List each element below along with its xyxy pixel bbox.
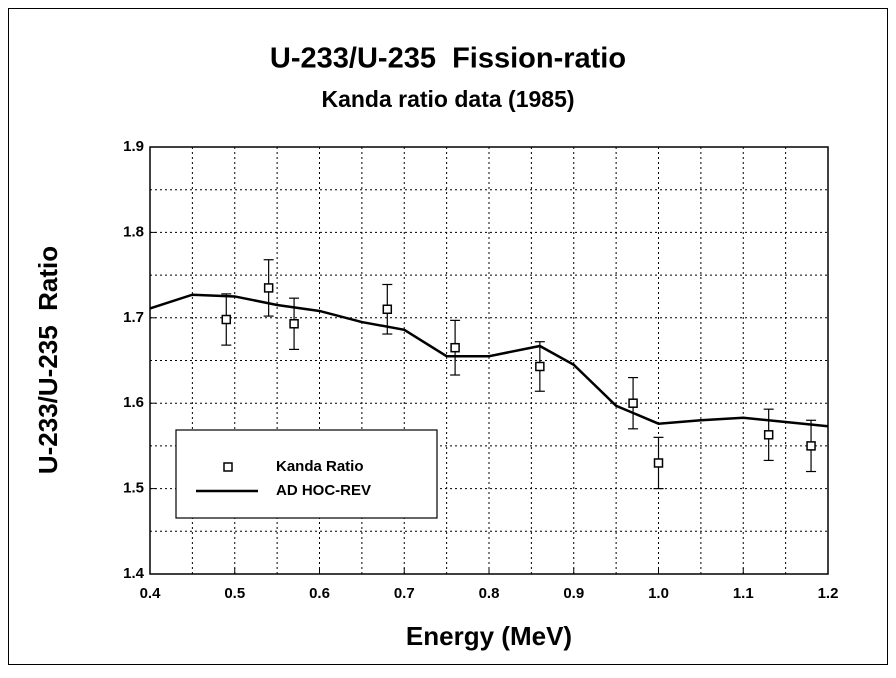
data-point — [763, 430, 774, 440]
x-tick-label: 0.9 — [563, 585, 584, 602]
data-point — [263, 283, 274, 293]
legend-label: Kanda Ratio — [276, 458, 364, 475]
chart-title: U-233/U-235 Fission-ratio — [270, 43, 626, 75]
data-point — [221, 314, 232, 325]
data-point — [382, 304, 393, 315]
x-tick-label: 0.7 — [394, 585, 415, 602]
x-axis-label: Energy (MeV) — [406, 621, 572, 651]
frame — [8, 8, 888, 665]
x-tick-label: 1.0 — [648, 585, 669, 602]
x-tick-label: 0.4 — [140, 585, 162, 602]
x-tick-label: 1.2 — [818, 585, 839, 602]
legend — [175, 429, 438, 519]
y-tick-label: 1.4 — [123, 565, 145, 582]
x-tick-label: 1.1 — [733, 585, 754, 602]
y-axis-label: U-233/U-235 Ratio — [33, 246, 63, 474]
chart-subtitle: Kanda ratio data (1985) — [321, 86, 574, 112]
line — [149, 293, 829, 428]
data-point — [289, 319, 299, 329]
data-point — [653, 458, 664, 468]
y-tick-label: 1.8 — [123, 223, 144, 240]
y-tick-label: 1.9 — [123, 138, 144, 155]
data-point — [450, 342, 460, 353]
x-tick-label: 0.5 — [224, 585, 245, 602]
y-tick-label: 1.6 — [123, 394, 144, 411]
legend-label: AD HOC-REV — [276, 482, 371, 499]
data-point — [806, 441, 816, 451]
x-tick-label: 0.8 — [479, 585, 500, 602]
y-tick-label: 1.5 — [123, 480, 144, 497]
data-point — [628, 398, 638, 408]
x-tick-label: 0.6 — [309, 585, 330, 602]
data-point — [535, 361, 545, 372]
legend-marker — [223, 462, 233, 472]
y-tick-label: 1.7 — [123, 309, 144, 326]
